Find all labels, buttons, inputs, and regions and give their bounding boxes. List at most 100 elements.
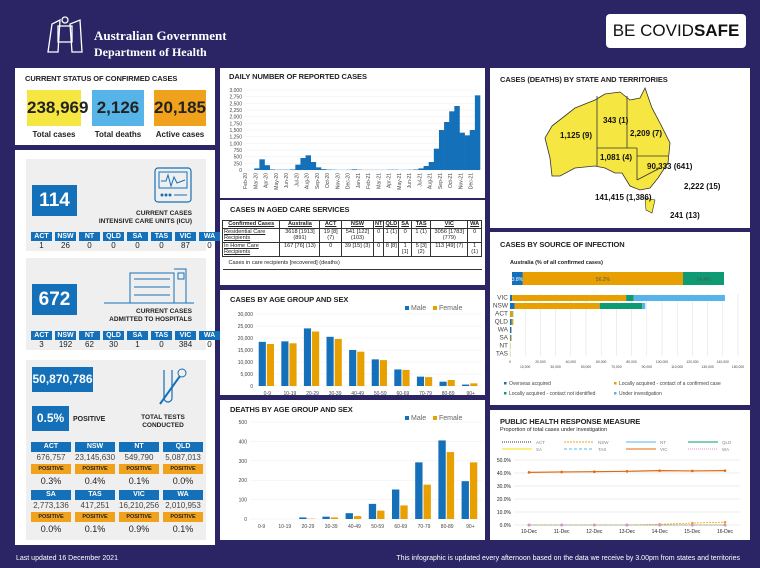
positive-pct: 0.3%	[40, 476, 62, 486]
tests-count: 2,010,953	[165, 501, 201, 510]
tests-count: 5,087,013	[165, 453, 201, 462]
map-label-qld: 2,209 (7)	[630, 129, 662, 138]
state-label: NSW	[55, 232, 76, 241]
source-bar-segment	[510, 319, 512, 325]
daily-bar	[454, 106, 460, 170]
daily-bar	[264, 165, 270, 170]
daily-bar	[423, 166, 429, 170]
tests-value: 50,870,786	[32, 367, 93, 392]
state-vic: VIC 384	[175, 331, 196, 349]
state-tas: TAS 0	[151, 232, 172, 250]
bar-male	[345, 513, 353, 519]
y-tick-label: 40.0%	[497, 471, 512, 477]
source-bar-segment	[626, 295, 634, 301]
australia-pct-label: 14.4%	[696, 277, 711, 283]
bar-female	[402, 369, 410, 386]
tests-qld: QLD 5,087,013 POSITIVE 0.0%	[163, 442, 203, 486]
state-label: VIC	[175, 232, 196, 241]
table-row: Residential Care Recipients 3618 [1913] (…	[221, 227, 482, 243]
table-cell: 1 (1)	[383, 227, 400, 243]
australia-map: 1,125 (9) 343 (1) 2,209 (7) 1,081 (4) 90…	[544, 86, 721, 220]
state-label: SA	[499, 335, 508, 342]
age-deaths-title: DEATHS BY AGE GROUP AND SEX	[230, 405, 353, 414]
x-tick-label: Dec-20	[346, 173, 352, 189]
table-cell: 1 (1)	[411, 227, 432, 243]
daily-bar	[320, 169, 327, 170]
x-tick-label: Nov-21	[458, 173, 464, 189]
daily-bar	[444, 122, 450, 170]
x-tick-label: Mar-20	[253, 173, 259, 189]
last-updated: Last updated 16 December 2021	[16, 555, 118, 562]
data-point	[527, 523, 531, 527]
x-tick-label: 60,000	[596, 360, 606, 364]
legend-label: NSW	[598, 440, 609, 445]
hospital-state-row: ACT 3 NSW 192 NT 62 QLD 30 SA 1 TAS 0 VIC 384 WA 0	[31, 331, 220, 349]
bar-male	[462, 384, 470, 386]
daily-cases-title: DAILY NUMBER OF REPORTED CASES	[229, 72, 367, 81]
table-header: VIC	[430, 220, 469, 229]
icu-state-row: ACT 1 NSW 26 NT 0 QLD 0 SA 0 TAS 0 VIC 87 WA 0	[31, 232, 220, 250]
x-tick-label: Apr-21	[387, 173, 393, 188]
map-label-vic: 141,415 (1,386)	[595, 193, 652, 202]
x-tick-label: 20-29	[306, 391, 319, 395]
positive-label: POSITIVE	[75, 464, 115, 474]
daily-bar	[310, 162, 317, 170]
bar-male	[322, 516, 330, 519]
y-tick-label: 10.0%	[497, 510, 512, 516]
x-tick-label: Jun-20	[284, 173, 290, 189]
state-value: 0	[207, 340, 212, 349]
y-tick-label: 250	[234, 161, 243, 167]
x-tick-label: Jun-21	[407, 173, 413, 189]
data-point	[625, 523, 629, 527]
state-label: QLD	[103, 331, 124, 340]
map-label-tas: 241 (13)	[670, 211, 700, 220]
source-bar-segment	[510, 295, 513, 301]
legend-label: Locally acquired - contact of a confirme…	[619, 381, 721, 387]
tests-wa: WA 2,010,953 POSITIVE 0.1%	[163, 490, 203, 534]
state-label: NT	[79, 232, 100, 241]
total-deaths-value: 2,126	[92, 90, 144, 126]
positive-pct: 0.1%	[128, 476, 150, 486]
tests-count: 2,773,136	[33, 501, 69, 510]
x-tick-label: 100,000	[656, 360, 668, 364]
daily-bar	[474, 95, 481, 170]
x-tick-label: 70,000	[611, 365, 621, 369]
bar-female	[289, 343, 297, 386]
y-tick-label: 3,000	[229, 88, 242, 94]
table-header: Confirmed Cases	[221, 220, 281, 229]
x-tick-label: 15-Dec	[684, 529, 701, 535]
gov-line-1: Australian Government	[94, 28, 227, 43]
australia-pct-label: 3.8%	[512, 277, 524, 283]
state-label: TAS	[151, 232, 172, 241]
x-tick-label: Jul-21	[417, 173, 423, 187]
legend-swatch	[405, 416, 409, 420]
legend-label: Male	[411, 415, 426, 422]
aged-care-panel: CASES IN AGED CARE SERVICES Confirmed Ca…	[220, 200, 485, 285]
state-label: NT	[79, 331, 100, 340]
y-tick-label: 2,750	[229, 95, 242, 101]
x-tick-label: May-20	[274, 173, 280, 190]
state-label: WA	[498, 327, 509, 334]
x-tick-label: 50-59	[371, 524, 384, 530]
source-bar-segment	[510, 327, 512, 333]
legend-label: TAS	[598, 447, 606, 452]
legend-label: QLD	[722, 440, 732, 445]
bar-male	[371, 359, 379, 386]
source-bar-segment	[599, 303, 643, 309]
government-logo: Australian Government Department of Heal…	[38, 14, 227, 61]
australia-pct-segment	[682, 272, 724, 285]
y-tick-label: 5,000	[240, 372, 253, 378]
state-act: ACT 3	[31, 331, 52, 349]
age-deaths-panel: DEATHS BY AGE GROUP AND SEX 0 100 200 300 40…	[220, 400, 485, 540]
tests-caption: TOTAL TESTS CONDUCTED	[141, 414, 185, 429]
table-cell: 39 [15] (3)	[340, 241, 375, 257]
state-value: 87	[181, 241, 190, 250]
state-label: VIC	[175, 331, 196, 340]
state-value: 0	[159, 241, 164, 250]
x-tick-label: 80-89	[442, 391, 455, 395]
data-point	[723, 469, 727, 472]
status-title: CURRENT STATUS OF CONFIRMED CASES	[25, 74, 178, 83]
table-cell: 167 [76] (13)	[279, 241, 321, 257]
legend-label: Female	[439, 305, 462, 312]
x-tick-label: 50,000	[581, 365, 591, 369]
